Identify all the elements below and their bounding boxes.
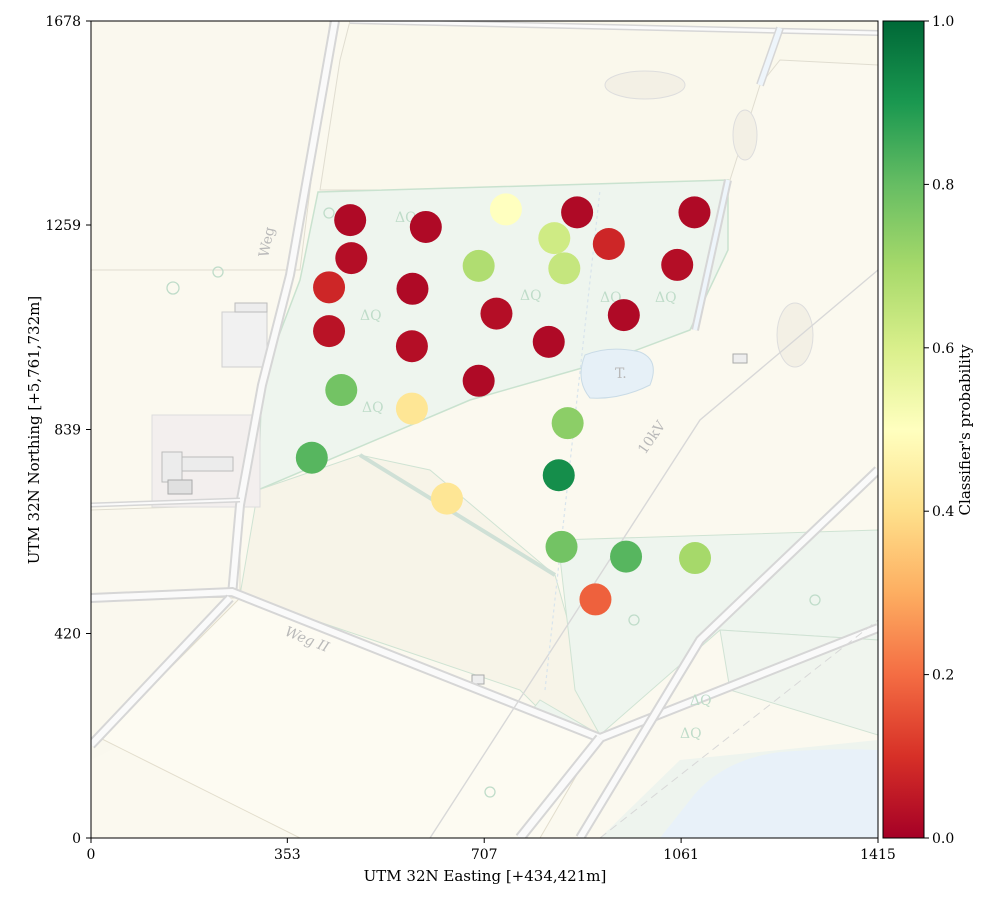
svg-text:ΔQ: ΔQ [680, 726, 702, 742]
y-axis-label: UTM 32N Northing [+5,761,732m] [25, 296, 43, 564]
colorbar-label: Classifier's probability [956, 344, 974, 515]
data-point-4 [561, 196, 594, 229]
data-points [295, 193, 712, 616]
x-tick-label: 353 [274, 847, 301, 863]
data-point-28 [679, 542, 712, 575]
data-point-24 [542, 459, 575, 492]
colorbar-tick-label: 0.6 [932, 341, 954, 357]
map-label-t: T. [615, 366, 627, 382]
x-axis-label: UTM 32N Easting [+434,421m] [364, 867, 607, 885]
data-point-14 [480, 297, 513, 330]
colorbar-tick-label: 0.2 [932, 668, 954, 684]
colorbar-tick-label: 0.4 [932, 504, 954, 520]
data-point-27 [610, 540, 643, 573]
colorbar-tick-label: 1.0 [932, 14, 954, 30]
data-point-17 [395, 330, 428, 363]
data-point-19 [462, 364, 495, 397]
data-point-25 [430, 482, 463, 515]
data-point-26 [545, 530, 578, 563]
colorbar-tick-label: 0.0 [932, 831, 954, 847]
x-tick-label: 707 [471, 847, 498, 863]
data-point-16 [313, 315, 346, 348]
data-point-22 [551, 407, 584, 440]
x-tick-label: 1061 [663, 847, 699, 863]
data-point-13 [396, 272, 429, 305]
colorbar-ticks: 0.0 0.2 0.4 0.6 0.8 1.0 [924, 14, 954, 847]
svg-text:ΔQ: ΔQ [690, 693, 712, 709]
data-point-23 [295, 441, 328, 474]
data-point-15 [607, 299, 640, 332]
data-point-7 [592, 227, 625, 260]
colorbar-tick-label: 0.8 [932, 177, 954, 193]
y-tick-label: 839 [54, 423, 81, 439]
y-tick-label: 0 [72, 831, 81, 847]
svg-text:ΔQ: ΔQ [655, 290, 677, 306]
data-point-29 [579, 583, 612, 616]
data-point-1 [334, 204, 367, 237]
colorbar-gradient [882, 20, 925, 839]
y-tick-label: 420 [54, 627, 81, 643]
data-point-9 [462, 249, 495, 282]
data-point-18 [532, 325, 565, 358]
svg-text:ΔQ: ΔQ [362, 400, 384, 416]
data-point-8 [335, 242, 368, 275]
map-label-weg: Weg [256, 226, 278, 259]
data-point-12 [313, 271, 346, 304]
data-point-21 [395, 392, 428, 425]
data-point-10 [548, 252, 581, 285]
y-tick-label: 1678 [45, 14, 81, 30]
data-point-20 [325, 374, 358, 407]
colorbar: 0.0 0.2 0.4 0.6 0.8 1.0 Classifier's probabil… [882, 14, 974, 847]
x-tick-label: 0 [87, 847, 96, 863]
x-axis: 0 353 707 1061 1415 [87, 838, 896, 863]
x-tick-label: 1415 [860, 847, 896, 863]
data-point-3 [489, 193, 522, 226]
svg-text:ΔQ: ΔQ [360, 308, 382, 324]
data-point-5 [678, 196, 711, 229]
data-point-2 [409, 210, 442, 243]
y-axis: 0 420 839 1259 1678 [45, 14, 91, 847]
y-tick-label: 1259 [45, 218, 81, 234]
svg-text:ΔQ: ΔQ [520, 288, 542, 304]
data-point-6 [538, 222, 571, 255]
data-point-11 [661, 248, 694, 281]
